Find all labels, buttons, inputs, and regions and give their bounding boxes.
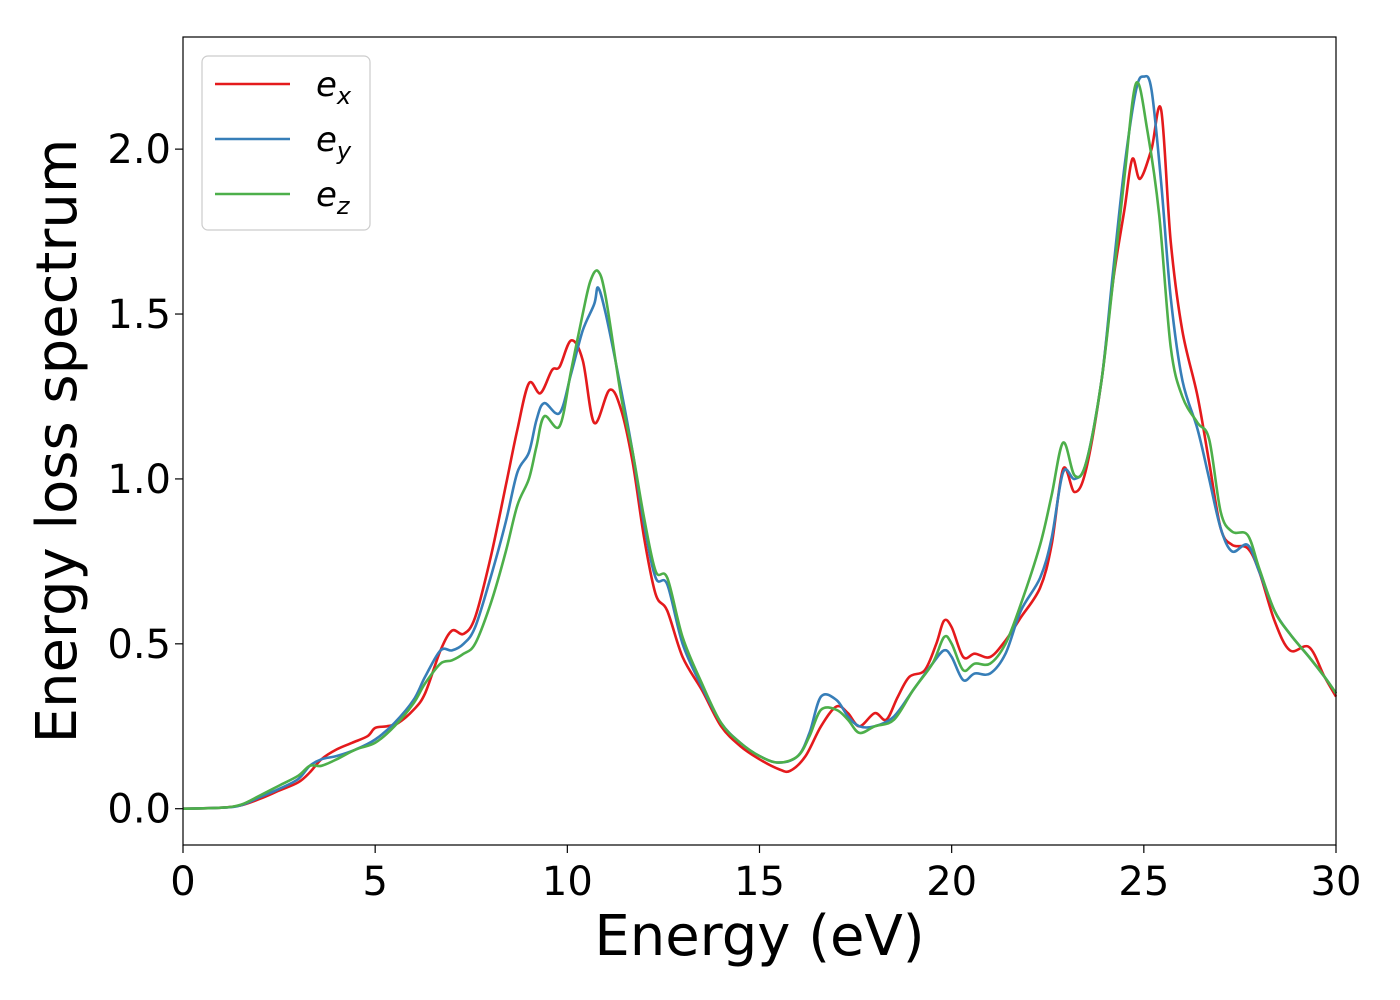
x-tick-label: 5 bbox=[362, 859, 387, 905]
axis-ticks: 0 5 10 15 20 25 30 0.0 0.5 1.0 1.5 2.0 bbox=[107, 127, 1361, 905]
legend: ex ey ez bbox=[201, 55, 371, 231]
y-tick-label: 2.0 bbox=[107, 127, 171, 173]
x-tick-label: 15 bbox=[734, 859, 785, 905]
x-tick-label: 10 bbox=[542, 859, 593, 905]
y-tick-label: 1.0 bbox=[107, 457, 171, 503]
y-tick-label: 0.5 bbox=[107, 622, 171, 668]
x-tick-label: 20 bbox=[926, 859, 977, 905]
x-axis-label: Energy (eV) bbox=[594, 904, 924, 969]
y-tick-label: 1.5 bbox=[107, 292, 171, 338]
series-lines bbox=[182, 74, 1338, 810]
x-tick-label: 0 bbox=[170, 859, 195, 905]
legend-label-e_y: ey bbox=[316, 120, 352, 165]
y-axis-label: Energy loss spectrum bbox=[25, 139, 90, 744]
plot-area-frame bbox=[182, 36, 1337, 846]
legend-label-e_z: ez bbox=[316, 175, 351, 220]
legend-label-e_x: ex bbox=[316, 65, 352, 110]
series-line-e_z bbox=[182, 80, 1338, 810]
x-tick-label: 25 bbox=[1118, 859, 1169, 905]
y-tick-label: 0.0 bbox=[107, 787, 171, 833]
legend-box bbox=[201, 55, 371, 231]
x-tick-label: 30 bbox=[1311, 859, 1362, 905]
